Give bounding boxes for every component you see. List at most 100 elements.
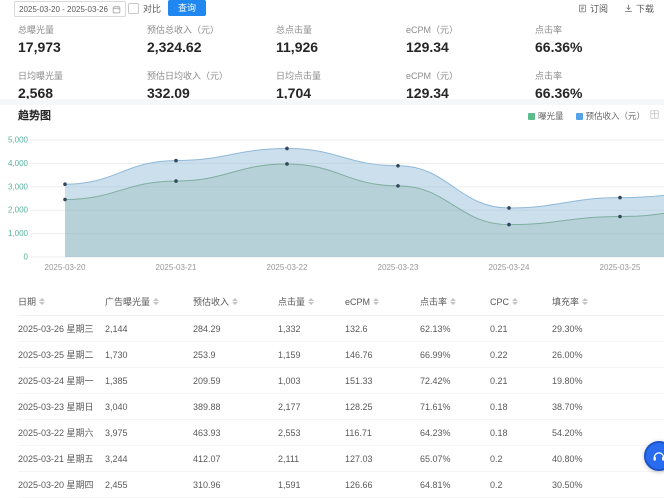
table-cell: 1,385 [105, 375, 128, 386]
table-cell: 3,244 [105, 453, 128, 464]
table-cell: 146.76 [345, 349, 373, 360]
date-range-value: 2025-03-20 - 2025-03-26 [19, 4, 108, 14]
column-header-fill-rate[interactable]: 填充率 [552, 295, 664, 308]
date-range-picker[interactable]: 2025-03-20 - 2025-03-26 [14, 1, 126, 17]
trend-chart-svg: 5,000 4,000 3,000 2,000 1,000 0 2025-03-20 2025… [8, 136, 664, 272]
stat-daily-revenue: 预估日均收入（元） 332.09 [147, 71, 229, 101]
table-cell: 0.2 [490, 479, 503, 490]
trend-section-title: 趋势图 [18, 110, 51, 122]
stat-daily-clicks: 日均点击量 1,704 [276, 71, 322, 101]
table-cell: 151.33 [345, 375, 373, 386]
sort-icon[interactable] [308, 298, 315, 305]
subscribe-label: 订阅 [589, 4, 608, 14]
compare-label: 对比 [143, 4, 162, 14]
toolbar-right: 订阅 下载 [578, 2, 654, 15]
table-row: 2025-03-24 星期一 1,385 209.59 1,003 151.33 72.4… [18, 368, 664, 394]
table-cell: 0.18 [490, 427, 508, 438]
table-cell: 0.2 [490, 453, 503, 464]
stat-ctr: 点击率 66.36% [535, 25, 583, 55]
table-cell: 2,177 [278, 401, 301, 412]
table-cell: 0.18 [490, 401, 508, 412]
table-cell: 38.70% [552, 401, 583, 412]
sort-icon[interactable] [582, 298, 589, 305]
table-body: 2025-03-26 星期三 2,144 284.29 1,332 132.6 62.13… [18, 316, 664, 498]
table-cell: 0.21 [490, 323, 508, 334]
table-cell: 1,332 [278, 323, 301, 334]
table-row: 2025-03-22 星期六 3,975 463.93 2,553 116.71 64.2… [18, 420, 664, 446]
sort-icon[interactable] [450, 298, 457, 305]
summary-row-totals: 总曝光量 17,973 预估总收入（元） 2,324.62 总点击量 11,92… [18, 24, 664, 56]
legend-swatch [528, 112, 535, 120]
svg-text:2025-03-23: 2025-03-23 [378, 263, 419, 272]
stat-daily-ctr: 点击率 66.36% [535, 71, 583, 101]
svg-text:4,000: 4,000 [8, 159, 29, 168]
table-cell: 1,591 [278, 479, 301, 490]
chart-legend: 曝光量 预估收入（元） [528, 110, 645, 122]
compare-checkbox[interactable] [128, 3, 139, 14]
table-cell: 2025-03-24 星期一 [18, 376, 94, 386]
table-cell: 30.50% [552, 479, 583, 490]
toolbar: 2025-03-20 - 2025-03-26 对比 查询 订阅 [0, 0, 664, 20]
table-cell: 2025-03-22 星期六 [18, 428, 94, 438]
table-row: 2025-03-20 星期四 2,455 310.96 1,591 126.66 64.8… [18, 472, 664, 498]
legend-swatch [575, 112, 583, 120]
legend-item[interactable]: 预估收入（元） [575, 110, 645, 122]
stat-daily-impressions: 日均曝光量 2,568 [18, 71, 64, 101]
table-cell: 2025-03-20 星期四 [18, 480, 94, 490]
table-cell: 2,455 [105, 479, 128, 490]
column-header-cpc[interactable]: CPC [490, 297, 552, 307]
column-header-impressions[interactable]: 广告曝光量 [105, 295, 193, 308]
table-cell: 72.42% [420, 375, 451, 386]
subscribe-button[interactable]: 订阅 [578, 2, 608, 15]
download-label: 下载 [635, 4, 654, 14]
legend-item[interactable]: 曝光量 [528, 110, 564, 122]
table-cell: 132.6 [345, 323, 368, 334]
table-cell: 1,730 [105, 349, 128, 360]
column-header-date[interactable]: 日期 [18, 295, 105, 308]
table-cell: 389.88 [193, 401, 221, 412]
table-cell: 127.03 [345, 453, 373, 464]
table-cell: 66.99% [420, 349, 451, 360]
table-cell: 62.13% [420, 323, 451, 334]
daily-stats-table: 日期 广告曝光量 预估收入 点击量 eCPM 点击率 CPC 填充率 2025-… [18, 288, 664, 498]
chart-type-toggle-icon[interactable] [650, 110, 659, 119]
table-cell: 209.59 [193, 375, 221, 386]
query-button[interactable]: 查询 [168, 0, 206, 16]
subscribe-icon [579, 4, 586, 13]
column-header-clicks[interactable]: 点击量 [278, 295, 345, 308]
compare-toggle[interactable]: 对比 [128, 2, 161, 15]
stat-ecpm: eCPM（元） 129.34 [406, 25, 459, 55]
sort-icon[interactable] [39, 298, 46, 305]
table-cell: 310.96 [193, 479, 221, 490]
table-cell: 2025-03-25 星期二 [18, 350, 94, 360]
table-cell: 29.30% [552, 323, 583, 334]
table-header-row: 日期 广告曝光量 预估收入 点击量 eCPM 点击率 CPC 填充率 [18, 288, 664, 316]
sort-icon[interactable] [232, 298, 239, 305]
svg-text:2025-03-24: 2025-03-24 [489, 263, 530, 272]
sort-icon[interactable] [512, 298, 519, 305]
legend-label: 曝光量 [538, 111, 564, 121]
table-cell: 3,040 [105, 401, 128, 412]
table-cell: 0.21 [490, 375, 508, 386]
floating-help-button[interactable] [644, 441, 664, 471]
svg-text:1,000: 1,000 [8, 229, 29, 238]
stat-total-impressions: 总曝光量 17,973 [18, 25, 61, 55]
column-header-ctr[interactable]: 点击率 [420, 295, 490, 308]
download-button[interactable]: 下载 [624, 2, 654, 15]
svg-text:3,000: 3,000 [8, 182, 29, 191]
svg-text:2025-03-21: 2025-03-21 [156, 263, 197, 272]
svg-text:2025-03-25: 2025-03-25 [600, 263, 641, 272]
sort-icon[interactable] [153, 298, 160, 305]
column-header-revenue[interactable]: 预估收入 [193, 295, 278, 308]
table-cell: 2,553 [278, 427, 301, 438]
table-cell: 64.23% [420, 427, 451, 438]
trend-chart[interactable]: 5,000 4,000 3,000 2,000 1,000 0 2025-03-20 2025… [0, 126, 664, 278]
sort-icon[interactable] [373, 298, 380, 305]
svg-text:2,000: 2,000 [8, 206, 29, 215]
column-header-ecpm[interactable]: eCPM [345, 297, 420, 307]
summary-row-daily: 日均曝光量 2,568 预估日均收入（元） 332.09 日均点击量 1,704… [18, 70, 664, 102]
table-row: 2025-03-23 星期日 3,040 389.88 2,177 128.25 71.6… [18, 394, 664, 420]
stat-total-clicks: 总点击量 11,926 [276, 25, 319, 55]
table-cell: 126.66 [345, 479, 373, 490]
table-cell: 64.81% [420, 479, 451, 490]
